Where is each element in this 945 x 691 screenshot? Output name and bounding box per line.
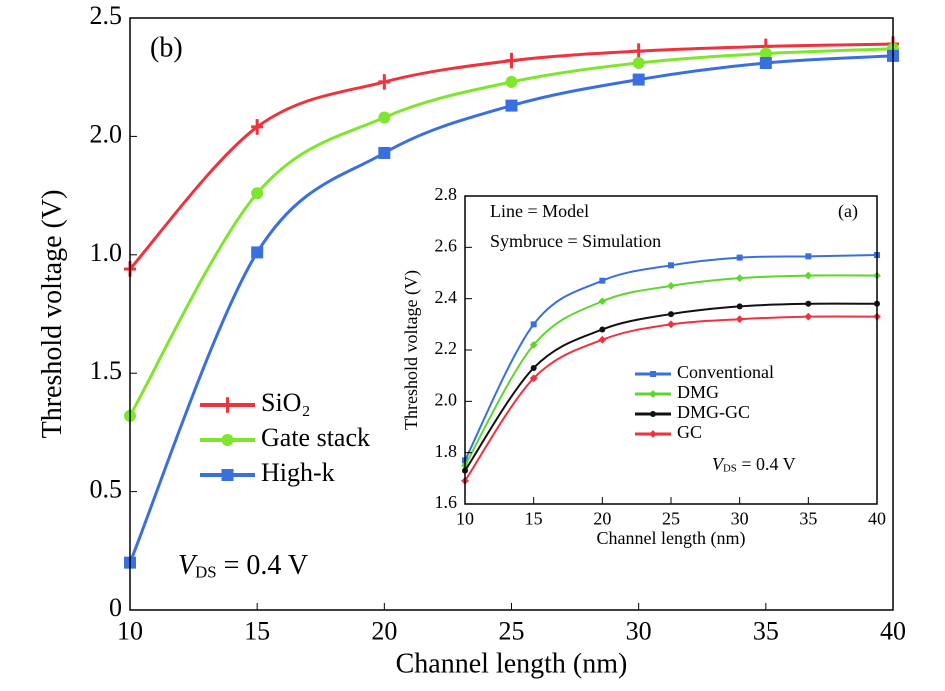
annotation-rest: = 0.4 V [217, 550, 309, 581]
y-tick-label: 2.0 [435, 389, 458, 409]
marker [632, 43, 645, 59]
x-tick-label: 40 [868, 508, 886, 528]
legend-label: GC [677, 422, 702, 442]
marker [805, 253, 812, 260]
annotation-v: V [712, 454, 725, 474]
legend-label: High-k [261, 458, 335, 487]
note: Symbruce = Simulation [490, 231, 661, 251]
annotation-sub: DS [723, 463, 737, 475]
marker [505, 99, 518, 112]
x-tick-label: 30 [731, 508, 749, 528]
x-axis-label: Channel length (nm) [396, 648, 628, 679]
legend-label: DMG [677, 382, 719, 402]
x-tick-label: 10 [456, 508, 474, 528]
marker [251, 187, 264, 200]
marker [599, 277, 606, 284]
y-tick-label: 2.5 [90, 1, 123, 30]
marker [736, 303, 743, 310]
marker [251, 119, 264, 135]
note: Line = Model [490, 201, 589, 221]
legend-label: DMG-GC [677, 402, 750, 422]
y-tick-label: 0 [109, 593, 122, 622]
x-tick-label: 25 [662, 508, 680, 528]
annotation: VDS = 0.4 V [178, 550, 308, 581]
x-tick-label: 10 [117, 616, 143, 645]
y-tick-label: 1.5 [90, 356, 123, 385]
y-tick-label: 2.6 [435, 235, 458, 255]
x-tick-label: 25 [499, 616, 525, 645]
marker [221, 397, 234, 413]
marker [378, 146, 391, 159]
marker [804, 271, 813, 280]
marker [650, 371, 656, 377]
legend-label: Conventional [677, 362, 774, 382]
y-tick-label: 2.2 [435, 338, 458, 358]
marker [759, 56, 772, 69]
marker [221, 434, 234, 446]
marker [668, 311, 674, 318]
y-axis-label: Threshold voltage (V) [37, 190, 68, 439]
marker [649, 430, 657, 438]
x-tick-label: 35 [753, 616, 779, 645]
panel-label: (a) [838, 201, 858, 222]
y-tick-label: 2.0 [90, 119, 123, 148]
marker [632, 73, 645, 86]
legend-label: Gate stack [261, 423, 370, 452]
marker [735, 274, 744, 283]
x-tick-label: 20 [371, 616, 397, 645]
y-tick-label: 2.8 [435, 184, 458, 204]
inset-background [465, 196, 877, 504]
y-axis-label: Threshold voltage (V) [401, 270, 422, 430]
marker [632, 56, 645, 69]
x-tick-label: 40 [880, 616, 906, 645]
y-tick-label: 1.8 [435, 441, 458, 461]
marker [529, 374, 538, 383]
x-tick-label: 15 [244, 616, 270, 645]
y-tick-label: 2.4 [435, 287, 458, 307]
x-tick-label: 15 [525, 508, 543, 528]
marker [598, 297, 607, 306]
annotation-v: V [178, 550, 198, 581]
marker [530, 364, 537, 371]
marker [736, 254, 743, 261]
x-tick-label: 30 [626, 616, 652, 645]
marker [221, 469, 234, 481]
legend-label: SiO₂ [261, 388, 311, 417]
annotation-sub: DS [195, 562, 216, 581]
marker [649, 390, 657, 398]
marker [599, 326, 606, 333]
marker [530, 321, 537, 328]
y-tick-label: 1.0 [90, 238, 123, 267]
marker [667, 320, 675, 329]
marker [505, 52, 518, 69]
x-tick-label: 35 [799, 508, 817, 528]
y-tick-label: 0.5 [90, 475, 123, 504]
marker [735, 315, 744, 324]
marker [529, 340, 538, 349]
marker [805, 300, 812, 307]
marker [378, 74, 391, 90]
annotation-rest: = 0.4 V [737, 454, 796, 474]
y-tick-label: 1.6 [435, 492, 458, 512]
marker [667, 281, 675, 290]
marker [251, 246, 264, 259]
x-axis-label: Channel length (nm) [597, 528, 746, 549]
x-tick-label: 20 [593, 508, 611, 528]
marker [598, 335, 607, 344]
annotation: VDS = 0.4 V [712, 454, 796, 475]
marker [759, 47, 772, 60]
marker [650, 411, 656, 417]
marker [378, 111, 391, 124]
marker [668, 262, 674, 269]
marker [804, 312, 813, 321]
panel-label: (b) [150, 32, 183, 63]
marker [505, 75, 518, 88]
